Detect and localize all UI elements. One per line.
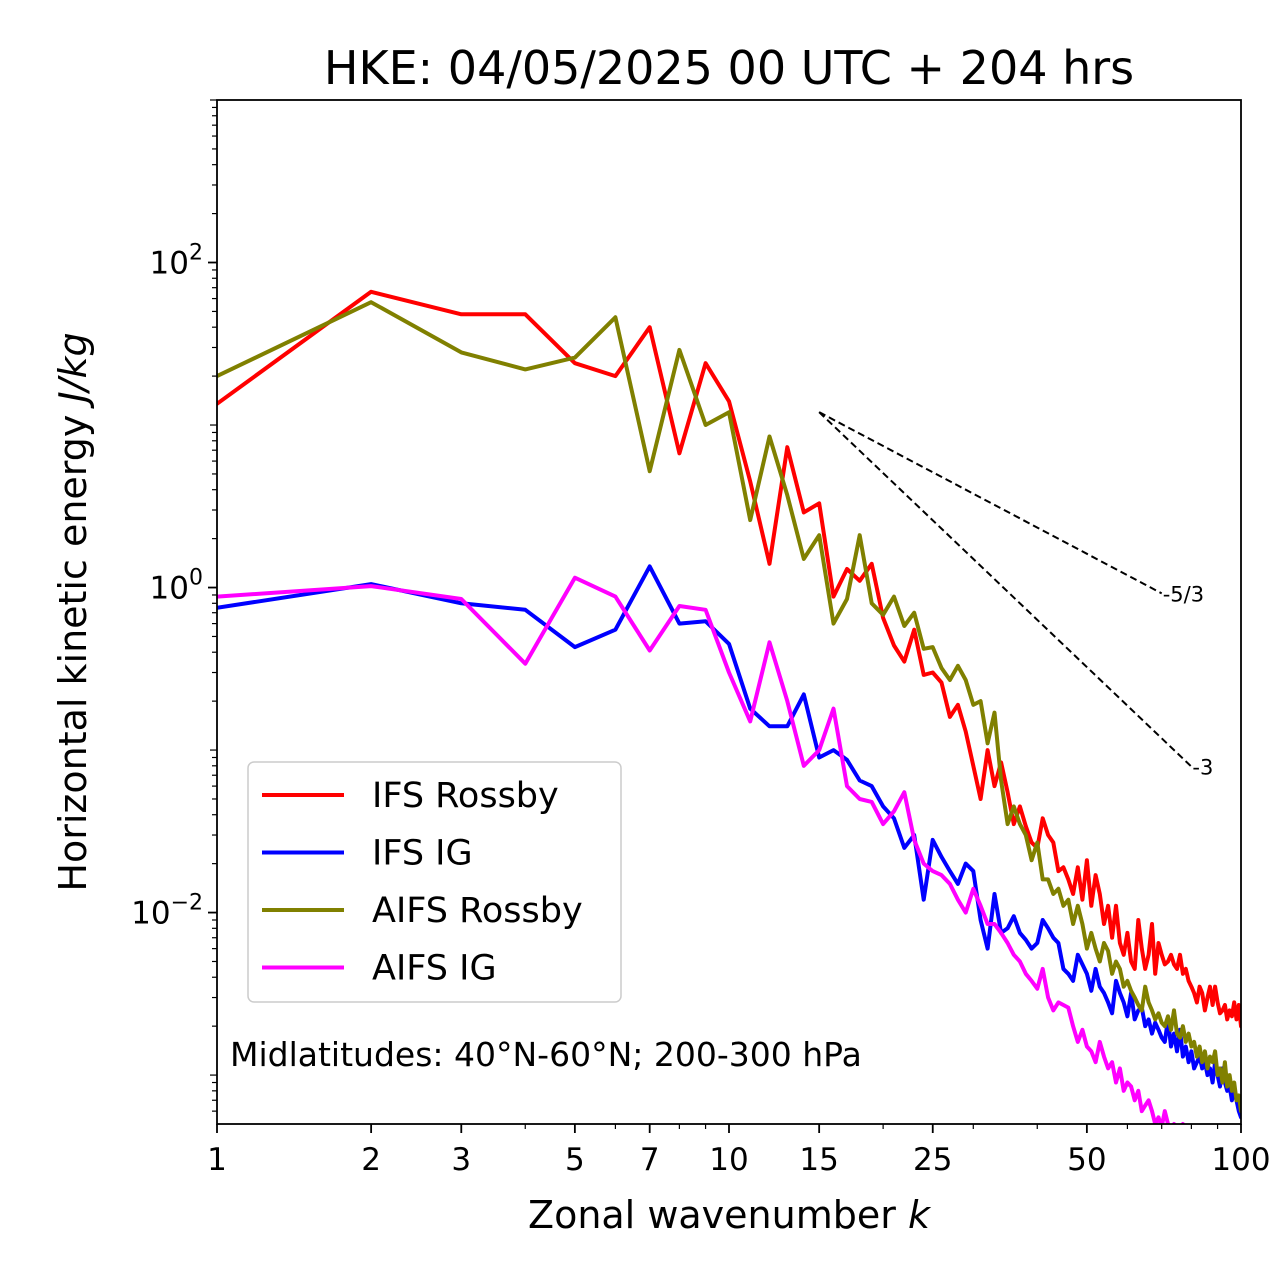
x-tick-labels: 1 2 3 5 7 10 15 25 50 100 <box>207 1142 1270 1178</box>
series-line-aifs-ig <box>217 575 1185 1124</box>
y-tick-label: 10−2 <box>131 891 203 932</box>
y-tick-exponent: 2 <box>189 241 203 266</box>
x-tick-label: 2 <box>361 1142 381 1178</box>
reference-slope-label: -3 <box>1192 756 1213 780</box>
y-tick-label: 100 <box>150 566 203 607</box>
chart-title: HKE: 04/05/2025 00 UTC + 204 hrs <box>324 41 1134 95</box>
series-line-aifs-rossby <box>217 300 1241 1114</box>
plot-frame <box>216 99 1242 1125</box>
region-annotation: Midlatitudes: 40°N-60°N; 200-300 hPa <box>230 1035 862 1074</box>
major-ticks <box>208 261 1242 1133</box>
y-axis-label: Horizontal kinetic energy J/kg <box>51 332 95 891</box>
reference-slope-line <box>818 411 1193 768</box>
y-tick-base: 10 <box>150 246 189 282</box>
legend-label: IFS Rossby <box>372 776 559 816</box>
x-tick-label: 25 <box>913 1142 952 1178</box>
x-tick-label: 3 <box>451 1142 471 1178</box>
reference-slope-line <box>818 411 1163 595</box>
x-tick-label: 100 <box>1211 1142 1270 1178</box>
y-axis-label-unit: J/kg <box>51 332 95 409</box>
x-axis-label-text: Zonal wavenumber <box>528 1193 896 1237</box>
x-tick-label: 15 <box>799 1142 838 1178</box>
reference-slopes: -5/3 -3 <box>818 411 1213 780</box>
legend-label: IFS IG <box>372 834 473 874</box>
x-tick-label: 10 <box>709 1142 748 1178</box>
legend-label: AIFS Rossby <box>372 891 583 931</box>
series-layer <box>217 289 1241 1124</box>
legend-label: AIFS IG <box>372 949 497 989</box>
x-axis-label-var: k <box>908 1193 932 1237</box>
legend: IFS Rossby IFS IG AIFS Rossby AIFS IG <box>247 761 622 1003</box>
reference-slope-label: -5/3 <box>1163 582 1204 606</box>
y-tick-label: 102 <box>150 241 203 282</box>
x-tick-label: 7 <box>640 1142 660 1178</box>
x-tick-label: 5 <box>565 1142 585 1178</box>
x-tick-label: 1 <box>207 1142 227 1178</box>
y-tick-exponent: −2 <box>171 891 203 916</box>
y-tick-base: 10 <box>131 896 170 932</box>
y-axis-label-text: Horizontal kinetic energy <box>51 415 95 892</box>
legend-box <box>247 761 622 1003</box>
y-tick-exponent: 0 <box>189 566 203 591</box>
y-tick-base: 10 <box>150 571 189 607</box>
x-axis-label: Zonal wavenumber k <box>528 1193 932 1237</box>
x-tick-label: 50 <box>1067 1142 1106 1178</box>
